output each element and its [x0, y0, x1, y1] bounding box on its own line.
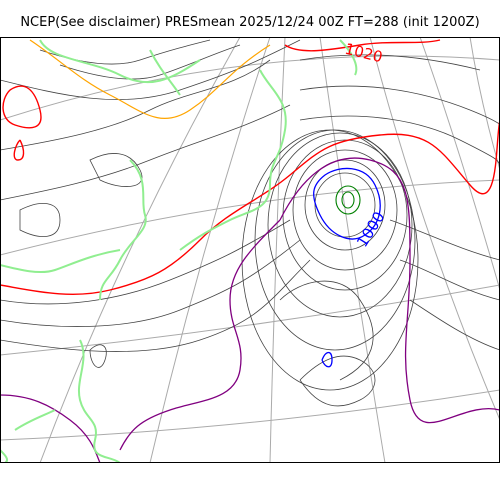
longitude-line — [419, 37, 500, 291]
map-frame — [0, 37, 500, 463]
longitude-line — [469, 37, 500, 171]
latitude-line — [0, 55, 500, 121]
latitude-line — [0, 284, 500, 356]
longitude-line — [269, 37, 286, 463]
longitude-line — [369, 37, 500, 421]
isobars — [0, 39, 500, 407]
coastline — [0, 39, 358, 463]
contour-green — [335, 185, 361, 215]
contour-orange — [29, 39, 271, 120]
longitude-line — [149, 37, 271, 463]
longitude-line — [319, 37, 386, 463]
latitude-line — [0, 179, 500, 256]
contour-1020 — [0, 39, 500, 295]
contour-label-1000: 1000 — [353, 208, 389, 250]
map-title: NCEP(See disclaimer) PRESmean 2025/12/24… — [20, 15, 480, 30]
contour-1000 — [313, 167, 381, 368]
graticule — [0, 37, 500, 463]
latitude-line — [0, 389, 500, 441]
longitude-line — [39, 37, 241, 463]
